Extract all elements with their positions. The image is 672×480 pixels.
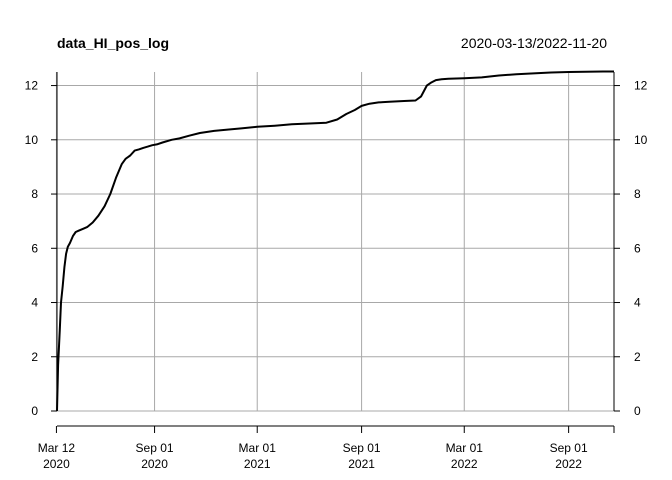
x-tick-label: Sep 01 bbox=[136, 441, 174, 455]
y-tick-label-right: 8 bbox=[634, 187, 641, 201]
x-tick-label: Sep 01 bbox=[550, 441, 588, 455]
x-tick-year-label: 2020 bbox=[141, 457, 168, 471]
tick-labels: 0 0 2 2 4 4 6 6 8 8 10 10 12 12 Mar 12 2020 Sep 01 2020 Ma… bbox=[25, 79, 648, 471]
y-tick-label-left: 10 bbox=[25, 133, 39, 147]
x-tick-year-label: 2020 bbox=[43, 457, 70, 471]
x-tick-year-label: 2022 bbox=[555, 457, 582, 471]
y-tick-label-right: 2 bbox=[634, 350, 641, 364]
y-tick-label-right: 0 bbox=[634, 404, 641, 418]
series-line bbox=[56, 70, 614, 412]
y-tick-label-right: 10 bbox=[634, 133, 648, 147]
grid-lines bbox=[55, 72, 614, 412]
y-tick-label-left: 0 bbox=[31, 404, 38, 418]
y-tick-label-right: 12 bbox=[634, 79, 648, 93]
y-tick-label-left: 12 bbox=[25, 79, 39, 93]
chart-title: data_HI_pos_log bbox=[57, 35, 169, 51]
x-tick-label: Mar 01 bbox=[239, 441, 277, 455]
y-tick-label-left: 4 bbox=[31, 296, 38, 310]
x-tick-year-label: 2022 bbox=[451, 457, 478, 471]
date-range-label: 2020-03-13/2022-11-20 bbox=[461, 35, 607, 51]
x-tick-year-label: 2021 bbox=[348, 457, 375, 471]
x-tick-label: Sep 01 bbox=[343, 441, 381, 455]
axes bbox=[51, 72, 620, 433]
x-tick-label: Mar 01 bbox=[446, 441, 484, 455]
x-tick-label: Mar 12 bbox=[38, 441, 76, 455]
y-tick-label-right: 6 bbox=[634, 241, 641, 255]
y-tick-label-left: 2 bbox=[31, 350, 38, 364]
y-tick-label-left: 6 bbox=[31, 241, 38, 255]
y-tick-label-left: 8 bbox=[31, 187, 38, 201]
x-tick-year-label: 2021 bbox=[244, 457, 271, 471]
y-tick-label-right: 4 bbox=[634, 296, 641, 310]
series-layer bbox=[56, 70, 614, 412]
